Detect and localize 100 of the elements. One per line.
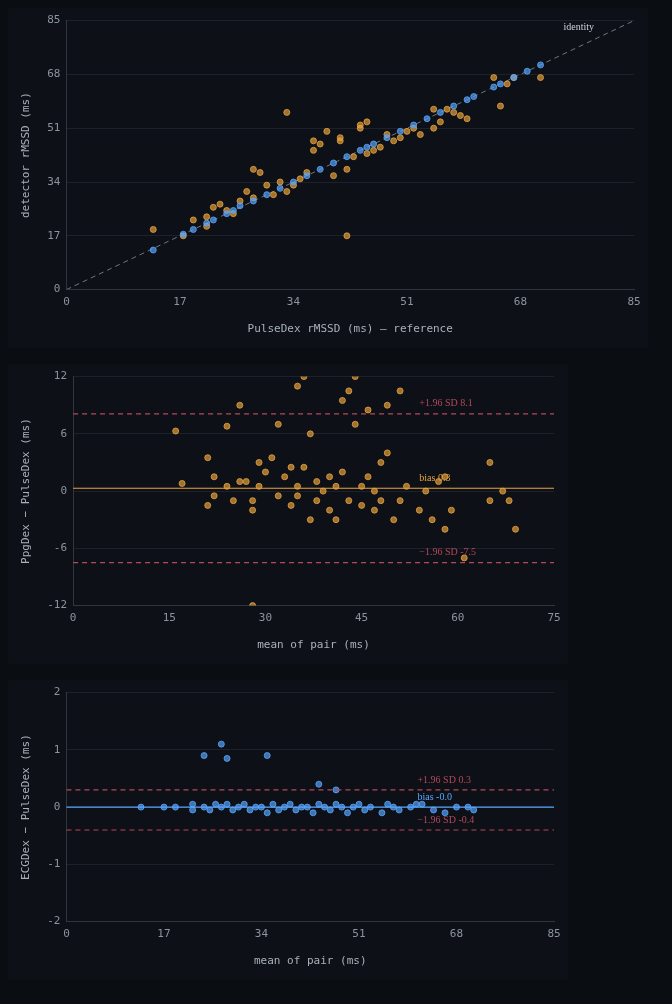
- point: [503, 80, 511, 88]
- point: [203, 213, 211, 221]
- point: [416, 131, 424, 139]
- point: [423, 115, 431, 123]
- x-axis-title: mean of pair (ms): [253, 954, 367, 968]
- point: [316, 165, 324, 173]
- point: [200, 752, 208, 760]
- point: [463, 96, 471, 104]
- point: [396, 127, 404, 135]
- point: [310, 146, 317, 154]
- point: [330, 172, 338, 180]
- point: [216, 200, 224, 208]
- x-axis-title: PulseDex rMSSD (ms) — reference: [247, 322, 453, 336]
- y-tick-label: 2: [53, 685, 61, 699]
- point: [229, 806, 237, 814]
- point: [276, 178, 284, 186]
- x-tick-label: 30: [258, 611, 273, 625]
- point: [523, 67, 531, 75]
- y-tick-label: -2: [47, 914, 61, 928]
- y-tick-label: 85: [47, 13, 61, 27]
- point: [390, 137, 398, 145]
- point: [149, 225, 157, 233]
- x-tick-label: 17: [173, 295, 187, 309]
- point: [490, 74, 498, 82]
- ref-line-label: bias -0.0: [417, 790, 452, 802]
- point: [249, 165, 257, 173]
- y-axis-title: detector rMSSD (ms): [19, 92, 33, 219]
- point: [436, 108, 444, 116]
- point: [344, 809, 352, 817]
- ref-line-label: −1.96 SD -7.5: [419, 546, 477, 558]
- point: [343, 232, 351, 240]
- point: [323, 127, 331, 135]
- point: [537, 61, 545, 69]
- x-tick-label: 0: [69, 611, 77, 625]
- y-tick-label: 0: [60, 483, 68, 497]
- point: [296, 175, 304, 183]
- point: [363, 143, 371, 151]
- y-tick-label: -1: [47, 857, 61, 871]
- point: [463, 115, 471, 123]
- point: [395, 806, 403, 814]
- x-tick-label: 75: [547, 611, 561, 625]
- point: [223, 210, 231, 218]
- point: [370, 146, 378, 154]
- y-tick-label: 6: [60, 426, 68, 440]
- y-tick-label: 12: [53, 369, 68, 383]
- y-axis-title: ECGDex − PulseDex (ms): [19, 734, 33, 880]
- x-tick-label: 51: [400, 295, 414, 309]
- point: [269, 191, 277, 199]
- point: [263, 181, 271, 189]
- point: [223, 754, 231, 762]
- x-tick-label: 17: [157, 927, 171, 941]
- point: [330, 159, 338, 167]
- point: [283, 108, 291, 116]
- x-tick-label: 15: [162, 611, 176, 625]
- point: [292, 806, 300, 814]
- point: [456, 112, 464, 120]
- point: [396, 134, 404, 142]
- point: [430, 105, 438, 113]
- point: [496, 102, 504, 110]
- x-tick-label: 85: [547, 927, 561, 941]
- y-tick-label: 51: [47, 121, 61, 135]
- series-label: identity: [563, 21, 594, 33]
- point: [256, 169, 264, 177]
- point: [363, 118, 371, 126]
- point: [217, 740, 225, 748]
- point: [263, 752, 271, 760]
- point: [537, 74, 545, 82]
- x-tick-label: 34: [286, 295, 301, 309]
- ref-line-label: −1.96 SD -0.4: [417, 813, 475, 825]
- y-tick-label: 68: [47, 67, 61, 81]
- point: [443, 105, 451, 113]
- point: [496, 80, 504, 88]
- x-tick-label: 34: [254, 927, 269, 941]
- x-axis-title: mean of pair (ms): [257, 638, 370, 652]
- y-tick-label: -6: [53, 541, 68, 555]
- point: [356, 146, 364, 154]
- ref-line-label: +1.96 SD 0.3: [417, 773, 471, 785]
- point: [441, 809, 449, 817]
- point: [283, 187, 291, 195]
- ref-line-label: +1.96 SD 8.1: [419, 397, 473, 409]
- point: [206, 806, 214, 814]
- point: [316, 140, 324, 148]
- point: [343, 153, 351, 161]
- y-tick-label: 1: [53, 742, 61, 756]
- x-tick-label: 45: [355, 611, 369, 625]
- y-tick-label: 0: [53, 282, 61, 296]
- point: [436, 118, 444, 126]
- point: [403, 127, 411, 135]
- y-tick-label: 0: [53, 799, 61, 813]
- point: [310, 137, 317, 145]
- x-tick-label: 68: [449, 927, 464, 941]
- y-tick-label: -12: [47, 598, 68, 612]
- point: [303, 172, 311, 180]
- point: [263, 191, 271, 199]
- point: [189, 216, 197, 224]
- point: [363, 150, 371, 158]
- point: [370, 140, 378, 148]
- point: [243, 187, 251, 195]
- point: [450, 108, 458, 116]
- point: [470, 806, 478, 814]
